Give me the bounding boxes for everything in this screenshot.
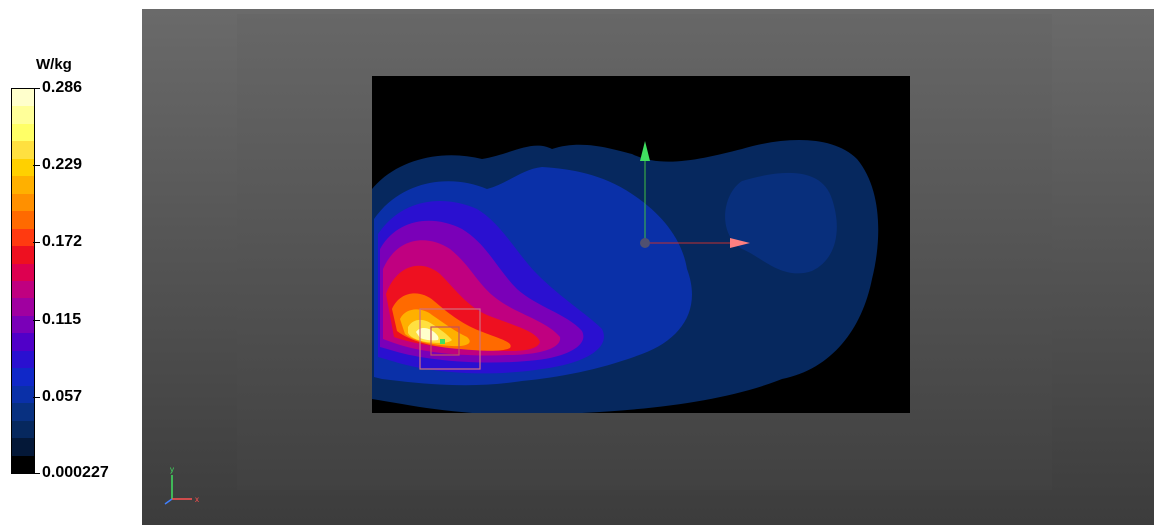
colorbar-swatch	[12, 315, 34, 334]
colorbar-tick-mark	[33, 242, 40, 243]
colorbar-swatch	[12, 228, 34, 247]
colorbar-swatch	[12, 368, 34, 386]
colorbar-tick-label-3: 0.172	[42, 233, 83, 250]
colorbar-swatch	[12, 350, 34, 369]
colorbar-tick-mark	[33, 88, 40, 89]
colorbar-swatch	[12, 403, 34, 421]
triad-x-label: x	[195, 495, 199, 504]
colorbar-swatch	[12, 141, 34, 159]
colorbar-swatch	[12, 280, 34, 299]
colorbar-swatch	[12, 158, 34, 177]
colorbar-swatch	[12, 385, 34, 404]
colorbar-tick-label-max: 0.286	[42, 79, 83, 96]
colorbar-swatch	[12, 246, 34, 264]
colorbar-tick-mark	[33, 397, 40, 398]
colorbar-legend: W/kg 0.286 0.229 0.172 0.115 0.057 0.000…	[0, 0, 140, 525]
contour-level-peak	[416, 327, 439, 341]
colorbar-tick-label-min: 0.000227	[42, 464, 109, 481]
colorbar-swatch	[12, 333, 34, 351]
colorbar-swatch	[12, 438, 34, 456]
sar-scan-plot	[372, 76, 910, 413]
colorbar-swatch	[12, 89, 34, 107]
zoom-scan-cube-inner	[430, 326, 460, 356]
colorbar-unit-label: W/kg	[36, 56, 72, 73]
colorbar-tick-mark	[33, 165, 40, 166]
axis-triad: y x	[164, 465, 199, 505]
colorbar-swatch	[12, 106, 34, 124]
colorbar-swatch	[12, 176, 34, 194]
colorbar-swatch	[12, 211, 34, 229]
colorbar-tick-label-4: 0.115	[42, 311, 82, 328]
triad-y-label: y	[170, 465, 174, 474]
colorbar-swatch	[12, 193, 34, 212]
colorbar-tick-mark	[33, 473, 40, 474]
origin-x-arrow	[730, 238, 750, 248]
triad-z-axis	[164, 498, 173, 505]
sar-contours	[372, 140, 879, 413]
colorbar-swatch	[12, 263, 34, 281]
colorbar-tick-mark	[33, 320, 40, 321]
peak-marker	[440, 339, 445, 344]
3d-viewport[interactable]: y x	[142, 9, 1154, 525]
colorbar-swatch	[12, 298, 34, 316]
zoom-scan-cube-outer	[419, 308, 481, 370]
contour-level-2	[725, 172, 837, 274]
colorbar-swatch	[12, 123, 34, 142]
colorbar-tick-label-2: 0.229	[42, 156, 83, 173]
colorbar-swatch	[12, 420, 34, 439]
colorbar-gradient	[11, 88, 35, 474]
colorbar-tick-label-5: 0.057	[42, 388, 83, 405]
origin-marker	[640, 238, 650, 248]
colorbar-swatch	[12, 455, 34, 473]
origin-y-arrow	[640, 141, 650, 161]
